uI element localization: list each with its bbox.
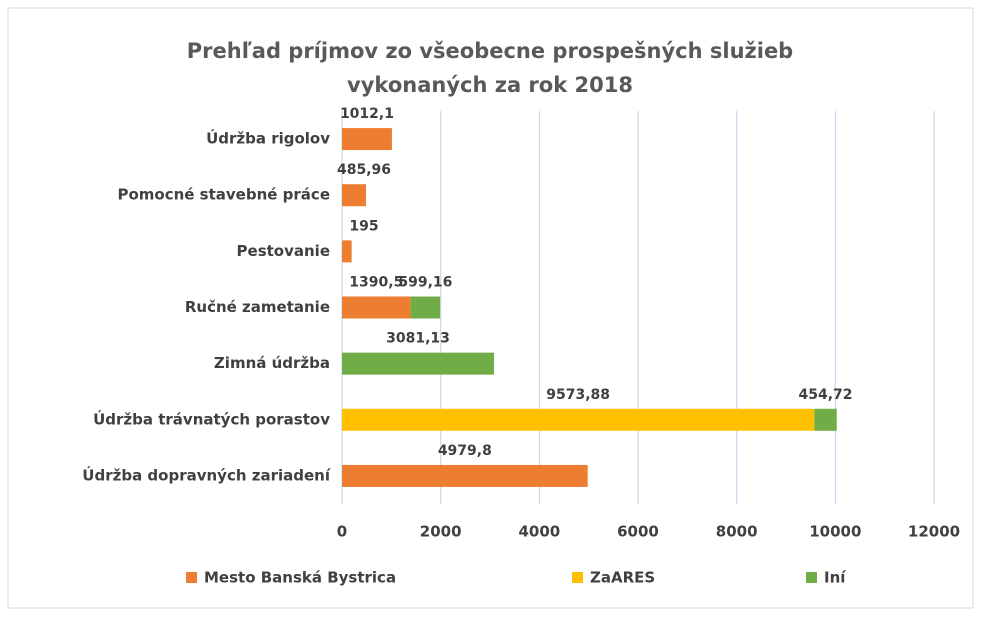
- data-label: 454,72: [799, 387, 853, 403]
- legend-swatch: [572, 572, 583, 583]
- data-label: 4979,8: [438, 443, 492, 459]
- data-label: 1390,5: [349, 275, 403, 291]
- y-tick-label: Ručné zametanie: [185, 298, 330, 316]
- x-tick-label: 12000: [908, 523, 960, 541]
- bar: [342, 128, 392, 151]
- x-tick-label: 2000: [420, 523, 462, 541]
- bar: [342, 352, 495, 375]
- chart-border: [7, 7, 974, 609]
- bar: [814, 408, 837, 431]
- bar: [342, 296, 411, 319]
- x-tick-label: 8000: [716, 523, 758, 541]
- bar: [342, 184, 366, 207]
- x-tick-label: 10000: [809, 523, 861, 541]
- y-tick-label: Údržba trávnatých porastov: [93, 409, 330, 428]
- legend-label: Iní: [824, 569, 846, 587]
- x-tick-label: 4000: [518, 523, 560, 541]
- data-label: 485,96: [337, 162, 391, 178]
- bar: [342, 408, 815, 431]
- data-label: 1012,1: [340, 106, 394, 122]
- data-label: 195: [349, 218, 378, 234]
- x-tick-label: 0: [337, 523, 347, 541]
- y-tick-label: Pestovanie: [237, 242, 330, 260]
- legend-label: Mesto Banská Bystrica: [204, 569, 396, 587]
- data-label: 599,16: [398, 275, 452, 291]
- legend-swatch: [806, 572, 817, 583]
- chart-title: Prehľad príjmov zo všeobecne prospešných…: [187, 39, 793, 63]
- data-label: 9573,88: [546, 387, 610, 403]
- x-tick-label: 6000: [617, 523, 659, 541]
- bar: [342, 240, 352, 263]
- chart-title: vykonaných za rok 2018: [347, 73, 633, 97]
- y-tick-label: Údržba dopravných zariadení: [82, 465, 331, 484]
- y-tick-label: Zimná údržba: [214, 354, 330, 372]
- bar: [342, 464, 588, 487]
- data-label: 3081,13: [386, 331, 450, 347]
- bar: [410, 296, 441, 319]
- y-tick-label: Pomocné stavebné práce: [117, 186, 330, 204]
- y-tick-label: Údržba rigolov: [206, 129, 330, 148]
- legend-label: ZaARES: [590, 569, 655, 587]
- legend-swatch: [186, 572, 197, 583]
